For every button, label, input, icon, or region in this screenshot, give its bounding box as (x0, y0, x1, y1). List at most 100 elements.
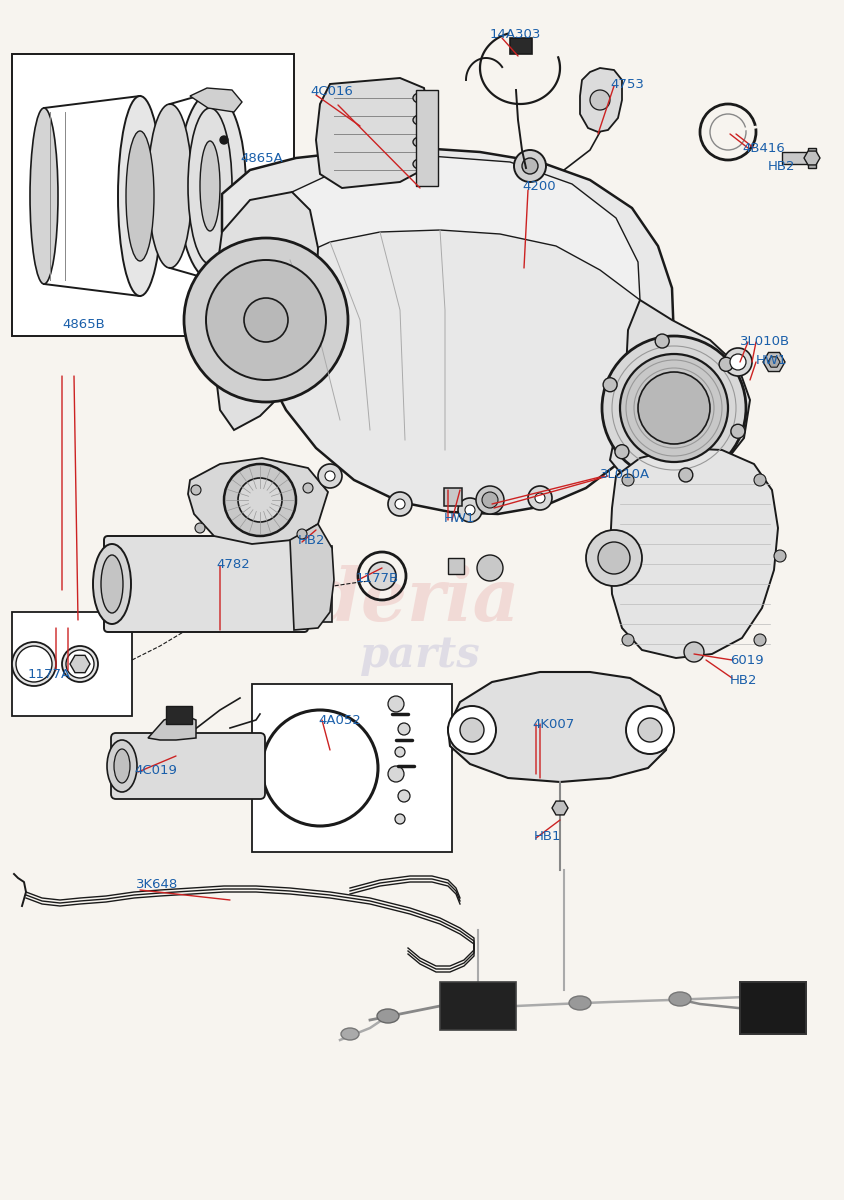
Circle shape (679, 468, 693, 482)
Circle shape (388, 766, 404, 782)
Text: 1177B: 1177B (356, 572, 399, 584)
Circle shape (297, 529, 307, 539)
Circle shape (395, 814, 405, 824)
Circle shape (622, 474, 634, 486)
Ellipse shape (569, 996, 591, 1010)
Bar (12, 612, 132, 716)
Polygon shape (214, 192, 318, 430)
Circle shape (224, 464, 296, 536)
Circle shape (62, 646, 98, 682)
Text: 3L010A: 3L010A (600, 468, 650, 481)
Bar (782, 152, 812, 164)
Polygon shape (222, 148, 674, 514)
Circle shape (398, 790, 410, 802)
Text: HB2: HB2 (730, 674, 758, 686)
Text: HW1: HW1 (444, 512, 475, 526)
Circle shape (388, 492, 412, 516)
Ellipse shape (413, 137, 427, 146)
Polygon shape (188, 458, 328, 544)
Circle shape (724, 348, 752, 376)
Circle shape (195, 523, 205, 533)
Ellipse shape (101, 554, 123, 613)
Text: 3K648: 3K648 (136, 878, 178, 890)
Text: 4782: 4782 (216, 558, 250, 571)
Polygon shape (610, 448, 778, 658)
Polygon shape (610, 300, 750, 492)
Circle shape (638, 718, 662, 742)
Circle shape (754, 634, 766, 646)
Text: HB1: HB1 (534, 830, 561, 842)
Circle shape (458, 498, 482, 522)
Circle shape (719, 358, 733, 371)
Bar (740, 982, 806, 1034)
Circle shape (684, 642, 704, 662)
Polygon shape (763, 353, 785, 372)
Circle shape (626, 706, 674, 754)
Circle shape (477, 554, 503, 581)
Text: 4B416: 4B416 (742, 142, 785, 155)
Circle shape (191, 485, 201, 494)
Ellipse shape (118, 96, 162, 296)
Text: clderia: clderia (240, 564, 520, 636)
Bar (444, 488, 462, 506)
FancyBboxPatch shape (111, 733, 265, 799)
Text: 4K007: 4K007 (532, 718, 574, 731)
Circle shape (184, 238, 348, 402)
Text: 4865A: 4865A (240, 152, 283, 164)
Circle shape (318, 464, 342, 488)
Ellipse shape (30, 108, 58, 284)
Ellipse shape (669, 992, 691, 1006)
Circle shape (655, 334, 669, 348)
Text: parts: parts (360, 634, 480, 676)
Circle shape (528, 486, 552, 510)
Text: 4865B: 4865B (62, 318, 105, 331)
Circle shape (395, 499, 405, 509)
Bar (440, 982, 516, 1030)
Circle shape (388, 696, 404, 712)
Text: 14A303: 14A303 (490, 28, 541, 41)
Text: 4200: 4200 (522, 180, 555, 193)
Circle shape (482, 492, 498, 508)
Bar (416, 90, 438, 186)
Bar (448, 558, 464, 574)
Circle shape (603, 378, 617, 391)
Circle shape (303, 482, 313, 493)
Polygon shape (148, 714, 196, 740)
Circle shape (398, 722, 410, 734)
Ellipse shape (148, 104, 192, 268)
Polygon shape (804, 151, 820, 164)
Circle shape (754, 474, 766, 486)
Polygon shape (768, 356, 780, 367)
Bar (808, 148, 816, 168)
Circle shape (395, 746, 405, 757)
Circle shape (638, 372, 710, 444)
Circle shape (615, 445, 629, 458)
Circle shape (325, 470, 335, 481)
Circle shape (465, 505, 475, 515)
Ellipse shape (413, 158, 427, 169)
Text: 4C019: 4C019 (134, 764, 177, 778)
Ellipse shape (107, 740, 137, 792)
Circle shape (522, 158, 538, 174)
Ellipse shape (200, 140, 220, 230)
Circle shape (206, 260, 326, 380)
Circle shape (602, 336, 746, 480)
Circle shape (590, 90, 610, 110)
Ellipse shape (126, 131, 154, 260)
Circle shape (535, 493, 545, 503)
Ellipse shape (341, 1028, 359, 1040)
Text: 4A052: 4A052 (318, 714, 361, 727)
Polygon shape (190, 88, 242, 112)
Text: 3L010B: 3L010B (740, 335, 790, 348)
Polygon shape (580, 68, 622, 132)
Ellipse shape (413, 115, 427, 125)
Polygon shape (316, 78, 430, 188)
Circle shape (16, 646, 52, 682)
Ellipse shape (114, 749, 130, 782)
Bar (166, 706, 192, 724)
Text: HB2: HB2 (298, 534, 326, 547)
Circle shape (476, 486, 504, 514)
Bar (12, 54, 294, 336)
Polygon shape (70, 655, 90, 673)
Bar (252, 684, 452, 852)
